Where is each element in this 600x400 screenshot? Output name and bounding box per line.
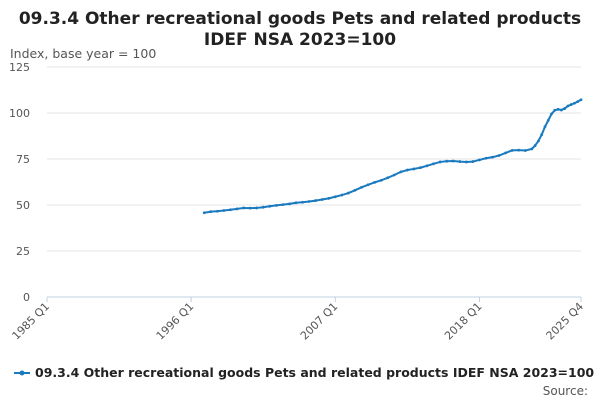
data-point[interactable]	[268, 204, 272, 208]
data-point[interactable]	[320, 198, 324, 201]
data-point[interactable]	[235, 207, 239, 211]
data-point[interactable]	[327, 196, 331, 200]
y-tick-label: 50	[16, 199, 30, 212]
legend-marker-icon	[19, 370, 25, 376]
data-point[interactable]	[566, 104, 570, 108]
y-axis-label: Index, base year = 100	[10, 46, 156, 61]
series-layer	[202, 98, 583, 215]
y-tick-label: 100	[9, 107, 30, 120]
data-point[interactable]	[307, 200, 311, 203]
data-point[interactable]	[425, 164, 429, 168]
data-point[interactable]	[553, 108, 557, 112]
data-point[interactable]	[229, 208, 232, 212]
data-point[interactable]	[248, 206, 252, 210]
data-point[interactable]	[288, 202, 291, 206]
data-point[interactable]	[546, 118, 550, 122]
data-point[interactable]	[573, 101, 576, 105]
data-point[interactable]	[471, 160, 475, 163]
data-point[interactable]	[537, 139, 540, 143]
data-point[interactable]	[556, 107, 560, 111]
data-point[interactable]	[340, 193, 344, 197]
legend[interactable]: 09.3.4 Other recreational goods Pets and…	[14, 365, 594, 380]
data-point[interactable]	[458, 160, 462, 163]
gridlines	[47, 66, 581, 298]
data-point[interactable]	[464, 160, 468, 164]
data-point[interactable]	[255, 206, 259, 210]
data-point[interactable]	[550, 112, 553, 116]
data-point[interactable]	[563, 107, 567, 110]
data-point[interactable]	[478, 158, 481, 162]
data-point[interactable]	[386, 176, 390, 180]
data-point[interactable]	[445, 159, 449, 163]
data-point[interactable]	[405, 168, 409, 172]
y-tick-label: 125	[9, 61, 30, 74]
data-point[interactable]	[412, 167, 416, 171]
data-point[interactable]	[438, 160, 442, 164]
data-point[interactable]	[569, 103, 573, 106]
data-point[interactable]	[294, 201, 298, 205]
data-point[interactable]	[209, 210, 213, 214]
data-point[interactable]	[301, 200, 304, 204]
data-point[interactable]	[579, 98, 583, 102]
data-point[interactable]	[517, 148, 521, 152]
data-point[interactable]	[559, 108, 563, 112]
y-axis-ticks: 0 25 50 75 100 125	[9, 61, 30, 304]
source-label: Source:	[543, 384, 588, 398]
data-point[interactable]	[373, 180, 377, 184]
data-point[interactable]	[484, 156, 488, 160]
data-point[interactable]	[530, 147, 534, 151]
data-point[interactable]	[392, 173, 396, 177]
data-point[interactable]	[261, 205, 265, 209]
data-point[interactable]	[491, 155, 494, 159]
chart-title-line1: 09.3.4 Other recreational goods Pets and…	[19, 9, 581, 29]
data-point[interactable]	[523, 149, 527, 152]
y-tick-label: 0	[23, 291, 30, 304]
data-point[interactable]	[451, 159, 455, 163]
data-point[interactable]	[274, 203, 278, 207]
data-point[interactable]	[510, 148, 514, 152]
legend-series-label: 09.3.4 Other recreational goods Pets and…	[35, 365, 594, 380]
data-point[interactable]	[576, 100, 580, 103]
y-tick-label: 25	[16, 245, 30, 258]
data-point[interactable]	[432, 162, 435, 166]
data-point[interactable]	[497, 154, 501, 157]
data-point[interactable]	[281, 203, 285, 207]
data-point[interactable]	[419, 166, 422, 170]
data-point[interactable]	[347, 191, 350, 195]
data-point[interactable]	[379, 178, 383, 182]
data-point[interactable]	[202, 211, 206, 215]
data-point[interactable]	[333, 195, 337, 199]
x-tick-label: 1985 Q1	[10, 300, 53, 343]
data-point[interactable]	[242, 206, 245, 210]
data-point[interactable]	[543, 125, 547, 129]
data-point[interactable]	[353, 188, 357, 192]
data-point[interactable]	[504, 151, 508, 155]
data-point[interactable]	[540, 133, 544, 137]
x-tick-label: 2025 Q4	[544, 300, 587, 343]
data-point[interactable]	[366, 183, 370, 187]
data-point[interactable]	[314, 199, 318, 202]
chart-title-line2: IDEF NSA 2023=100	[204, 30, 396, 50]
data-point[interactable]	[360, 185, 363, 189]
series-line-0	[203, 98, 582, 214]
x-tick-label: 2007 Q1	[298, 300, 341, 343]
data-point[interactable]	[222, 209, 226, 212]
x-tick-label: 2018 Q1	[442, 300, 485, 343]
data-point[interactable]	[533, 144, 537, 147]
x-axis-ticks: 1985 Q1 1996 Q1 2007 Q1 2018 Q1 2025 Q4	[10, 297, 587, 343]
data-point[interactable]	[399, 170, 403, 174]
y-tick-label: 75	[16, 153, 30, 166]
x-tick-label: 1996 Q1	[154, 300, 197, 343]
data-point[interactable]	[215, 209, 219, 213]
